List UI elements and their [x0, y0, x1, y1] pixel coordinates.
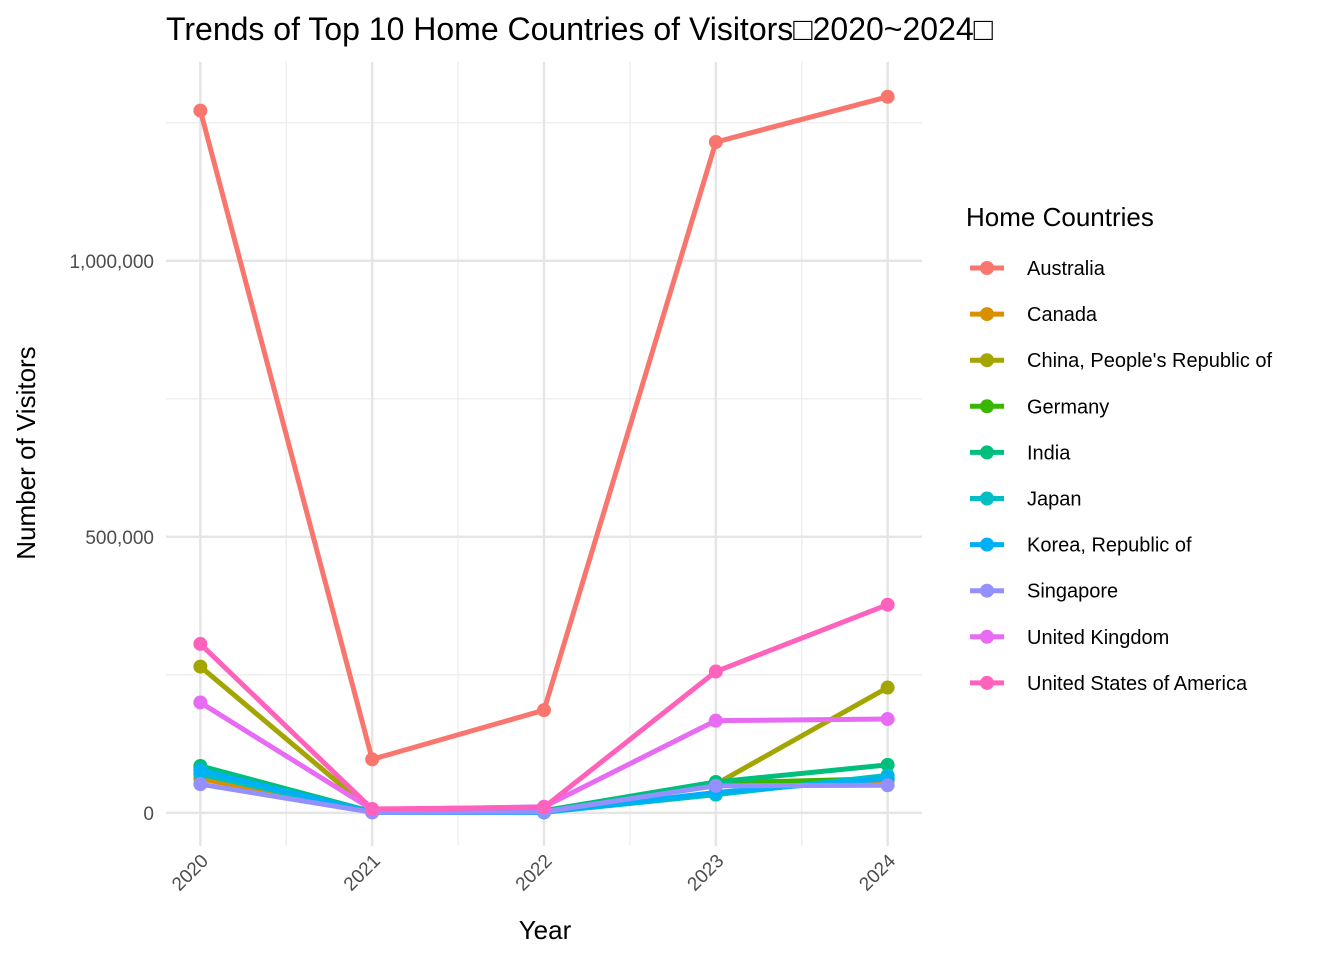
- legend-item: Canada: [970, 304, 1098, 326]
- y-tick-label: 0: [143, 804, 154, 825]
- legend-item: United States of America: [970, 673, 1248, 695]
- legend-key-point: [980, 629, 994, 644]
- x-tick-label: 2022: [512, 851, 557, 896]
- y-tick-label: 1,000,000: [69, 252, 154, 273]
- legend-label: Canada: [1027, 304, 1098, 326]
- legend-label: Korea, Republic of: [1027, 535, 1192, 557]
- legend-label: Singapore: [1027, 581, 1118, 603]
- data-point: [880, 597, 895, 612]
- legend-key-point: [980, 261, 994, 275]
- legend-item: Japan: [970, 489, 1082, 511]
- legend-label: United Kingdom: [1027, 627, 1169, 649]
- data-point: [193, 695, 208, 710]
- data-point: [880, 757, 895, 772]
- legend: Home Countries Australia Canada China, Peo…: [966, 202, 1273, 695]
- series-group: [193, 89, 895, 767]
- legend-label: United States of America: [1027, 673, 1248, 695]
- legend-key-point: [980, 307, 994, 322]
- series-group: [193, 597, 895, 817]
- data-point: [193, 777, 208, 792]
- data-point: [537, 800, 551, 815]
- grid-lines: [166, 62, 922, 846]
- x-tick-label: 2020: [168, 851, 213, 896]
- data-point: [193, 103, 208, 118]
- legend-key-point: [980, 583, 994, 598]
- legend-item: Singapore: [970, 581, 1118, 603]
- data-point: [193, 636, 208, 651]
- legend-item: Korea, Republic of: [970, 535, 1192, 557]
- x-axis-title: Year: [519, 915, 572, 945]
- legend-title: Home Countries: [966, 202, 1154, 232]
- legend-item: India: [970, 442, 1071, 464]
- legend-label: China, People's Republic of: [1027, 350, 1273, 372]
- data-point: [708, 713, 723, 728]
- legend-key-point: [980, 399, 994, 414]
- data-point: [365, 752, 380, 767]
- legend-item: Australia: [970, 258, 1106, 280]
- x-tick-label: 2024: [855, 850, 900, 895]
- data-point: [193, 763, 208, 778]
- chart-title: Trends of Top 10 Home Countries of Visit…: [166, 11, 994, 47]
- data-point: [708, 664, 723, 679]
- legend-item: United Kingdom: [970, 627, 1169, 649]
- data-point: [708, 778, 723, 793]
- data-point: [880, 712, 895, 727]
- legend-key-point: [980, 353, 994, 368]
- legend-item: China, People's Republic of: [970, 350, 1273, 372]
- series-layer: [193, 89, 895, 820]
- legend-key-point: [980, 491, 994, 506]
- legend-label: Japan: [1027, 489, 1082, 511]
- data-point: [708, 135, 723, 150]
- y-tick-label: 500,000: [85, 528, 154, 549]
- y-axis-ticks: 0 500,000 1,000,000: [69, 252, 154, 825]
- data-point: [193, 659, 208, 674]
- legend-label: Australia: [1027, 258, 1106, 280]
- legend-label: Germany: [1027, 396, 1109, 418]
- y-axis-title: Number of Visitors: [11, 346, 41, 559]
- x-axis-ticks: 2020 2021 2022 2023 2024: [168, 850, 900, 895]
- legend-item: Germany: [970, 396, 1109, 418]
- x-tick-label: 2023: [684, 851, 729, 896]
- x-tick-label: 2021: [340, 851, 385, 896]
- data-point: [880, 89, 895, 104]
- data-point: [365, 802, 380, 817]
- legend-key-point: [980, 537, 994, 552]
- data-point: [880, 680, 895, 695]
- legend-label: India: [1027, 442, 1071, 464]
- data-point: [880, 778, 895, 793]
- data-point: [537, 703, 551, 718]
- legend-key-point: [980, 675, 994, 690]
- legend-items: Australia Canada China, People's Republic …: [970, 258, 1273, 695]
- legend-key-point: [980, 445, 994, 460]
